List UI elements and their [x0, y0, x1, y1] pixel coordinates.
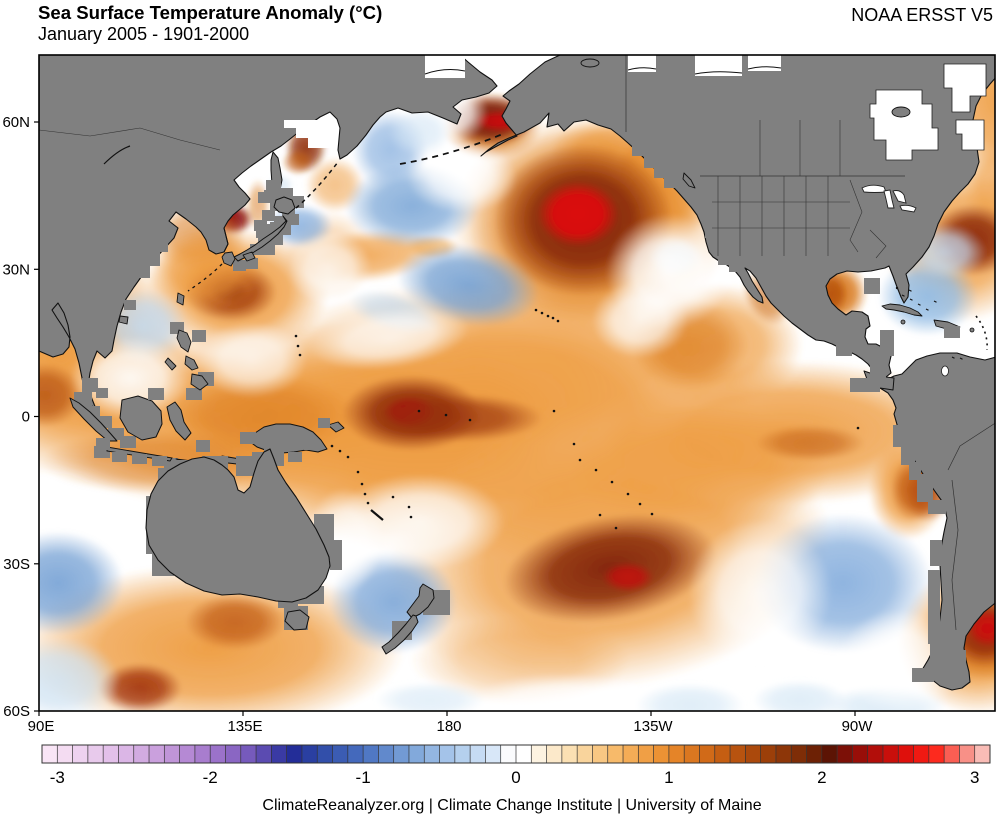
svg-text:-3: -3	[50, 768, 65, 787]
svg-text:NOAA ERSST V5: NOAA ERSST V5	[851, 5, 993, 25]
svg-text:0: 0	[511, 768, 520, 787]
svg-text:180: 180	[436, 718, 461, 735]
svg-text:30N: 30N	[2, 261, 30, 278]
svg-text:Sea Surface Temperature Anomal: Sea Surface Temperature Anomaly (°C)	[38, 2, 382, 23]
svg-text:60S: 60S	[3, 703, 30, 720]
svg-text:3: 3	[970, 768, 979, 787]
svg-text:-1: -1	[356, 768, 371, 787]
svg-text:January 2005 - 1901-2000: January 2005 - 1901-2000	[38, 24, 249, 44]
svg-text:30S: 30S	[3, 556, 30, 573]
svg-text:2: 2	[817, 768, 826, 787]
svg-text:60N: 60N	[2, 114, 30, 131]
svg-text:90E: 90E	[28, 718, 55, 735]
svg-text:0: 0	[22, 409, 30, 426]
svg-text:ClimateReanalyzer.org | Climat: ClimateReanalyzer.org | Climate Change I…	[262, 797, 761, 814]
svg-text:90W: 90W	[842, 718, 874, 735]
svg-text:-2: -2	[203, 768, 218, 787]
svg-text:1: 1	[664, 768, 673, 787]
svg-text:135E: 135E	[227, 718, 262, 735]
svg-text:135W: 135W	[633, 718, 673, 735]
